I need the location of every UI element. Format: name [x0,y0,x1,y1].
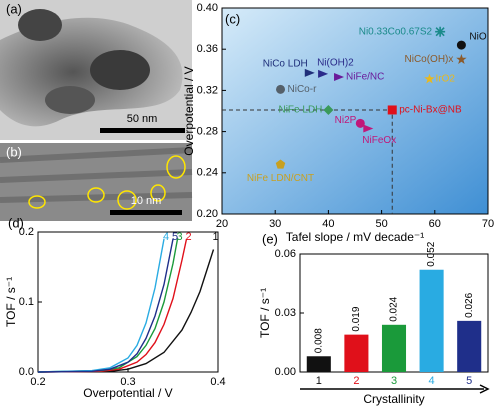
point-label: Ni0.33Co0.67S2 [359,26,433,37]
x-tick-label: 70 [482,218,494,230]
point-label: IrO2 [435,74,455,85]
x-axis-label: Overpotential / V [83,386,172,400]
x-tick-label: 3 [391,375,397,387]
x-axis-label: Crystallinity [363,392,424,406]
panel-label: (e) [262,231,278,246]
image-b: (b) 10 nm [0,143,193,221]
bar [419,269,444,372]
y-tick-label: 0.1 [19,296,34,308]
y-axis-label: TOF / s⁻¹ [258,288,272,338]
y-axis-label: TOF / s⁻¹ [4,277,18,327]
y-tick-label: 0.0 [19,366,34,378]
bar [381,324,407,372]
x-tick-label: 30 [269,218,281,230]
plot-background [222,8,488,214]
x-tick-label: 50 [375,218,387,230]
y-tick-label: 0.06 [275,248,296,260]
series-label: 1 [212,231,218,243]
marker [456,40,466,50]
value-label: 0.008 [313,328,324,353]
y-tick-label: 0.28 [197,126,218,138]
x-tick-label: 0.4 [210,376,225,388]
y-tick-label: 0.20 [197,208,218,220]
image-a: (a) 50 nm [0,0,192,140]
x-tick-label: 1 [316,375,322,387]
marker [363,124,374,133]
value-label: 0.052 [426,241,437,266]
x-tick-label: 2 [353,375,359,387]
line [37,238,174,373]
marker [435,26,446,37]
point-label: NiFe LDN/CNT [247,173,314,184]
panel-label: (b) [6,144,22,159]
value-label: 0.026 [464,292,475,317]
y-tick-label: 0.2 [19,226,34,238]
point-label: pc-Ni-Bx@NB [399,105,462,116]
series-label: 4 [163,231,169,243]
x-axis-label: Tafel slope / mV decade⁻¹ [286,230,424,244]
line [37,238,179,373]
point-label: NiO [469,32,486,43]
scale-bar-label: 10 nm [131,195,162,207]
y-tick-label: 0.24 [197,167,218,179]
value-label: 0.024 [389,296,400,321]
x-tick-label: 40 [322,218,334,230]
marker [355,118,365,128]
point-label: NiCo(OH)x [405,54,454,65]
axis-arrow [300,384,490,394]
y-tick-label: 0.03 [275,307,296,319]
bar [306,356,331,372]
panel-label: (d) [8,215,24,230]
panel-label: (c) [225,11,240,26]
point-label: NiFeOx [362,135,396,146]
panel-label: (a) [6,1,22,16]
x-tick-label: 4 [429,375,435,387]
y-tick-label: 0.36 [197,43,218,55]
point-label: NiFe LDH [278,105,322,116]
y-axis-label: Overpotential / V [182,66,196,155]
y-tick-label: 0.32 [197,84,218,96]
marker [318,69,329,78]
plot-frame [37,231,219,373]
marker [276,84,286,94]
line [37,238,188,373]
x-tick-label: 5 [466,375,472,387]
marker [424,73,435,84]
series-label: 2 [185,231,191,243]
series-label: 3 [176,231,182,243]
plot-frame [221,7,489,215]
x-tick-label: 20 [216,218,228,230]
series-label: 5 [172,231,178,243]
marker [275,159,286,169]
point-label: NiFe/NC [346,72,384,83]
x-tick-label: 0.3 [120,376,135,388]
value-label: 0.019 [351,306,362,331]
y-tick-label: 0.40 [197,2,218,14]
marker [456,54,467,64]
point-label: NiCo LDH [263,59,308,70]
marker [334,73,345,82]
x-tick-label: 0.2 [30,376,45,388]
x-tick-label: 60 [429,218,441,230]
bar [344,334,369,372]
marker [304,68,315,77]
point-label: NiCo-r [288,84,318,95]
point-label: Ni(OH)2 [317,58,354,69]
y-tick-label: 0.00 [275,366,296,378]
line [37,249,215,373]
line [37,238,165,373]
point-label: Ni2P [335,115,357,126]
scale-bar-label: 50 nm [127,113,158,125]
marker [387,105,397,115]
marker [323,104,334,115]
bar [457,320,482,372]
